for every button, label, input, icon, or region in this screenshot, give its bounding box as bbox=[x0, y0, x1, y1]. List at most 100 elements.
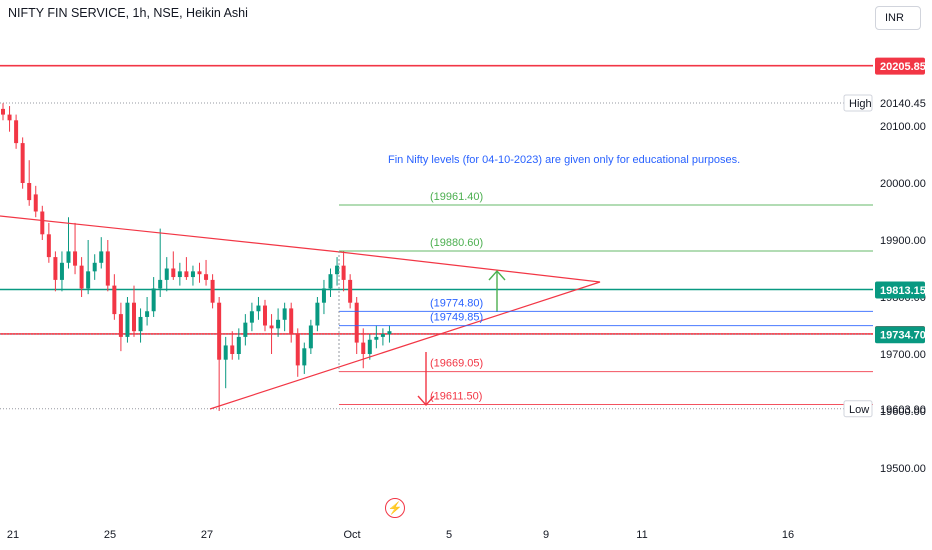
candle-body bbox=[164, 268, 169, 280]
candle-body bbox=[243, 322, 248, 337]
candle-body bbox=[171, 268, 176, 278]
level-price-badge bbox=[875, 281, 925, 299]
candle-body bbox=[223, 345, 228, 360]
candle-body bbox=[40, 211, 45, 235]
candle-body bbox=[230, 345, 235, 354]
candle-body bbox=[86, 271, 91, 289]
low-price-label: 19603.90 bbox=[880, 404, 926, 416]
level-price-label: 19813.15 bbox=[880, 285, 926, 297]
candle-body bbox=[341, 265, 346, 280]
candle-body bbox=[92, 262, 97, 272]
price-tick-label: 19600.00 bbox=[880, 406, 926, 418]
candle-body bbox=[33, 194, 38, 212]
candle-body bbox=[204, 274, 209, 280]
candle-body bbox=[289, 308, 294, 335]
price-axis: 19500.0019600.0019700.0019800.0019900.00… bbox=[843, 57, 926, 475]
candle-body bbox=[138, 316, 143, 332]
time-tick-label: Oct bbox=[343, 529, 360, 541]
candle-body bbox=[210, 279, 215, 303]
level-lines: (19961.40) (19880.60) (19774.80) (19749.85)… bbox=[338, 191, 873, 405]
low-tag-label: Low bbox=[849, 404, 869, 416]
lightning-icon[interactable]: ⚡ bbox=[385, 498, 405, 518]
price-tick-label: 19700.00 bbox=[880, 349, 926, 361]
level-label: (19611.50) bbox=[430, 390, 482, 402]
candle-body bbox=[177, 271, 182, 278]
candle-body bbox=[14, 120, 19, 144]
annotations: Fin Nifty levels (for 04-10-2023) are gi… bbox=[388, 154, 740, 166]
candle-body bbox=[125, 302, 130, 337]
triangle-pattern bbox=[0, 215, 601, 410]
level-label: (19749.85) bbox=[430, 312, 483, 324]
candle-body bbox=[151, 288, 156, 312]
candle-body bbox=[27, 183, 32, 201]
candle-body bbox=[158, 279, 163, 289]
candle-body bbox=[295, 334, 300, 366]
time-tick-label: 9 bbox=[543, 529, 549, 541]
time-tick-label: 5 bbox=[446, 529, 452, 541]
candle-body bbox=[118, 314, 123, 337]
candle-body bbox=[380, 334, 385, 337]
time-tick-label: 16 bbox=[782, 529, 794, 541]
candle-body bbox=[7, 114, 12, 121]
candle-body bbox=[263, 305, 267, 326]
down-arrow-head bbox=[417, 395, 435, 407]
candles bbox=[1, 103, 392, 411]
candle-body bbox=[59, 262, 64, 280]
high-price-label: 20140.45 bbox=[880, 98, 926, 110]
price-tick-label: 19500.00 bbox=[880, 463, 926, 475]
candle-body bbox=[367, 339, 372, 354]
candle-body bbox=[79, 265, 84, 289]
candle-body bbox=[276, 319, 281, 329]
last-price-badge bbox=[875, 326, 925, 344]
candle-body bbox=[308, 325, 313, 349]
time-axis: 21 25 27 Oct 5 9 11 16 bbox=[7, 529, 794, 541]
price-tick-label: 20100.00 bbox=[880, 121, 926, 133]
candle-body bbox=[321, 288, 326, 303]
price-tick-label: 20000.00 bbox=[880, 178, 926, 190]
candle-body bbox=[46, 234, 51, 258]
last-price-label: 19734.70 bbox=[880, 330, 926, 342]
annotation-text: Fin Nifty levels (for 04-10-2023) are gi… bbox=[388, 154, 740, 166]
trendline-drawings bbox=[0, 215, 601, 410]
candle-body bbox=[269, 325, 274, 329]
high-tag-label: High bbox=[849, 98, 872, 110]
time-tick-label: 25 bbox=[104, 529, 116, 541]
candle-body bbox=[361, 342, 366, 354]
candle-body bbox=[217, 302, 222, 360]
candle-body bbox=[20, 143, 25, 183]
level-label: (19669.05) bbox=[430, 358, 483, 370]
candle-body bbox=[99, 251, 104, 263]
up-arrow-head bbox=[488, 269, 506, 281]
candle-body bbox=[1, 108, 5, 115]
candle-body bbox=[387, 331, 392, 335]
candle-body bbox=[53, 257, 58, 280]
time-tick-label: 11 bbox=[636, 529, 647, 541]
candle-body bbox=[302, 348, 307, 366]
candle-body bbox=[236, 336, 241, 354]
time-tick-label: 21 bbox=[7, 529, 19, 541]
candle-body bbox=[256, 305, 261, 312]
candle-body bbox=[282, 308, 287, 320]
candle-body bbox=[66, 251, 71, 263]
currency-selector[interactable]: INR bbox=[875, 6, 921, 30]
candle-body bbox=[190, 271, 195, 278]
price-tick-label: 19900.00 bbox=[880, 235, 926, 247]
candle-body bbox=[105, 251, 110, 286]
low-tag-box bbox=[843, 400, 873, 418]
chart-title: NIFTY FIN SERVICE, 1h, NSE, Heikin Ashi bbox=[8, 6, 248, 20]
horizontal-lines bbox=[0, 64, 873, 410]
candle-body bbox=[354, 302, 359, 343]
candle-body bbox=[249, 311, 254, 323]
candle-body bbox=[73, 251, 78, 266]
candle-body bbox=[132, 302, 136, 332]
candle-body bbox=[328, 274, 333, 289]
candle-body bbox=[374, 336, 379, 340]
level-label: (19880.60) bbox=[430, 237, 483, 249]
level-price-label: 20205.85 bbox=[880, 61, 926, 73]
high-tag-box bbox=[843, 94, 873, 112]
level-price-badge bbox=[875, 57, 925, 75]
candle-body bbox=[348, 279, 353, 303]
candle-body bbox=[184, 271, 189, 278]
candle-body bbox=[335, 265, 340, 275]
